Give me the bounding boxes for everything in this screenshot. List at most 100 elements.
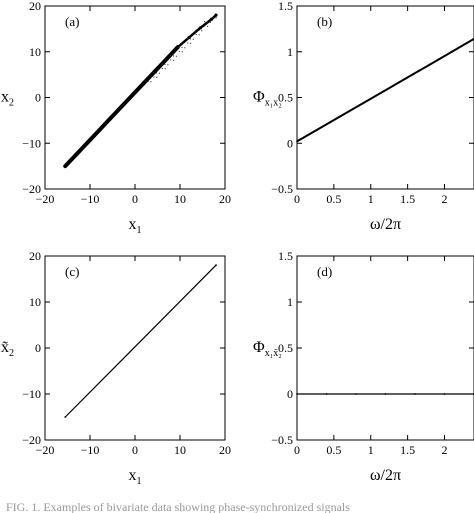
y-tick-label: 1 (287, 295, 293, 309)
scatter-band-segment (63, 152, 79, 169)
scatter-fringe-point (209, 21, 211, 23)
scatter-fringe-point (195, 29, 197, 31)
scatter-fringe-point (201, 30, 203, 32)
scatter-band-segment (187, 26, 202, 39)
y-tick-label: 0 (35, 341, 41, 355)
data-point (215, 264, 217, 267)
x-tick-label: −10 (81, 192, 100, 206)
scatter-fringe-point (198, 34, 200, 36)
y-tick-label: −10 (22, 387, 41, 401)
y-tick-label: 1.5 (278, 0, 293, 13)
y-tick-label: 0 (287, 136, 293, 150)
scatter-band-segment (130, 80, 146, 97)
scatter-band-segment (108, 104, 124, 121)
x-tick-label: 20 (219, 192, 231, 206)
x-tick-label: 10 (174, 192, 186, 206)
scatter-fringe-point (178, 50, 180, 53)
data-point (318, 127, 321, 130)
x-axis-title: ω/2π (370, 216, 401, 233)
scatter-fringe-point (215, 17, 217, 19)
scatter-fringe-point (153, 76, 155, 78)
y-tick-label: −0.5 (271, 182, 293, 196)
data-point (131, 93, 135, 97)
data-point (74, 152, 79, 156)
scatter-band-segment (164, 45, 180, 62)
data-point (384, 89, 387, 92)
y-tick-label: −10 (22, 136, 41, 150)
plot-frame (296, 5, 474, 190)
scatter-fringe-point (181, 51, 183, 53)
data-point (108, 116, 112, 121)
scatter-band-segment (97, 116, 113, 133)
panel-1: −20 −10 0 10 20 −20 −10 0 10 20 (a) x1 x2 (1, 0, 231, 236)
y-axis-title: Φx₁x₂ (253, 89, 282, 109)
scatter-fringe-point (190, 42, 192, 44)
series-line (64, 264, 217, 418)
data-point (443, 393, 446, 395)
y-tick-label: 10 (29, 295, 41, 309)
data-point (406, 76, 409, 79)
x-tick-label: −20 (36, 443, 55, 457)
data-point (209, 17, 214, 21)
y-tick-label: −0.5 (271, 433, 293, 447)
data-point (142, 81, 146, 85)
x-tick-label: 1.5 (400, 192, 415, 206)
y-tick-label: 0 (287, 387, 293, 401)
figure-caption: FIG. 1. Examples of bivariate data showi… (6, 500, 350, 513)
data-point (340, 114, 343, 117)
scatter-band-segment (176, 36, 191, 49)
scatter-fringe-point (167, 64, 169, 66)
x-axis-title: x1 (129, 467, 142, 487)
data-point (362, 102, 365, 104)
y-tick-label: 10 (29, 45, 41, 59)
scatter-band-segment (85, 128, 101, 145)
scatter-fringe-point (189, 38, 192, 40)
y-tick-label: 0 (35, 91, 41, 105)
scatter-fringe-point (198, 29, 200, 32)
x-tick-label: −20 (36, 192, 55, 206)
scatter-fringe-point (207, 25, 209, 27)
scatter-fringe-point (161, 67, 163, 70)
x-tick-label: 0.5 (326, 443, 341, 457)
x-tick-label: 1 (368, 443, 374, 457)
scatter-fringe-point (172, 55, 175, 57)
scatter-fringe-point (161, 63, 163, 65)
y-tick-label: −20 (22, 433, 41, 447)
x-tick-label: 20 (219, 443, 231, 457)
y-tick-label: 0.5 (278, 91, 293, 105)
y-axis-title: x2 (1, 89, 14, 109)
x-axis-title: ω/2π (370, 467, 401, 484)
data-point (214, 13, 218, 17)
x-tick-label: 0 (294, 192, 300, 206)
scatter-fringe-point (170, 55, 172, 57)
y-tick-label: 1.5 (278, 249, 293, 263)
scatter-fringe-point (158, 72, 161, 74)
scatter-fringe-point (155, 72, 158, 74)
scatter-fringe-point (187, 42, 189, 44)
data-point (97, 128, 101, 133)
data-point (86, 140, 90, 144)
data-point (64, 416, 67, 418)
scatter-fringe-point (175, 55, 177, 57)
scatter-fringe-point (195, 33, 197, 36)
x-axis-title: x1 (129, 216, 142, 236)
scatter-fringe-point (170, 59, 172, 61)
data-point (296, 140, 298, 143)
panel-label: (d) (317, 264, 332, 279)
y-tick-label: −20 (22, 182, 41, 196)
scatter-fringe-point (206, 21, 209, 23)
x-tick-label: 0.5 (326, 192, 341, 206)
data-point (119, 105, 124, 109)
x-tick-label: 0 (132, 192, 138, 206)
scatter-fringe-point (178, 46, 180, 48)
scatter-fringe-point (150, 81, 152, 83)
panel-label: (a) (65, 14, 79, 29)
x-tick-label: 2 (442, 443, 448, 457)
scatter-band-segment (119, 92, 135, 109)
data-point (63, 164, 67, 168)
x-tick-label: 0 (294, 443, 300, 457)
scatter-fringe-point (212, 16, 214, 19)
data-point (176, 45, 180, 49)
